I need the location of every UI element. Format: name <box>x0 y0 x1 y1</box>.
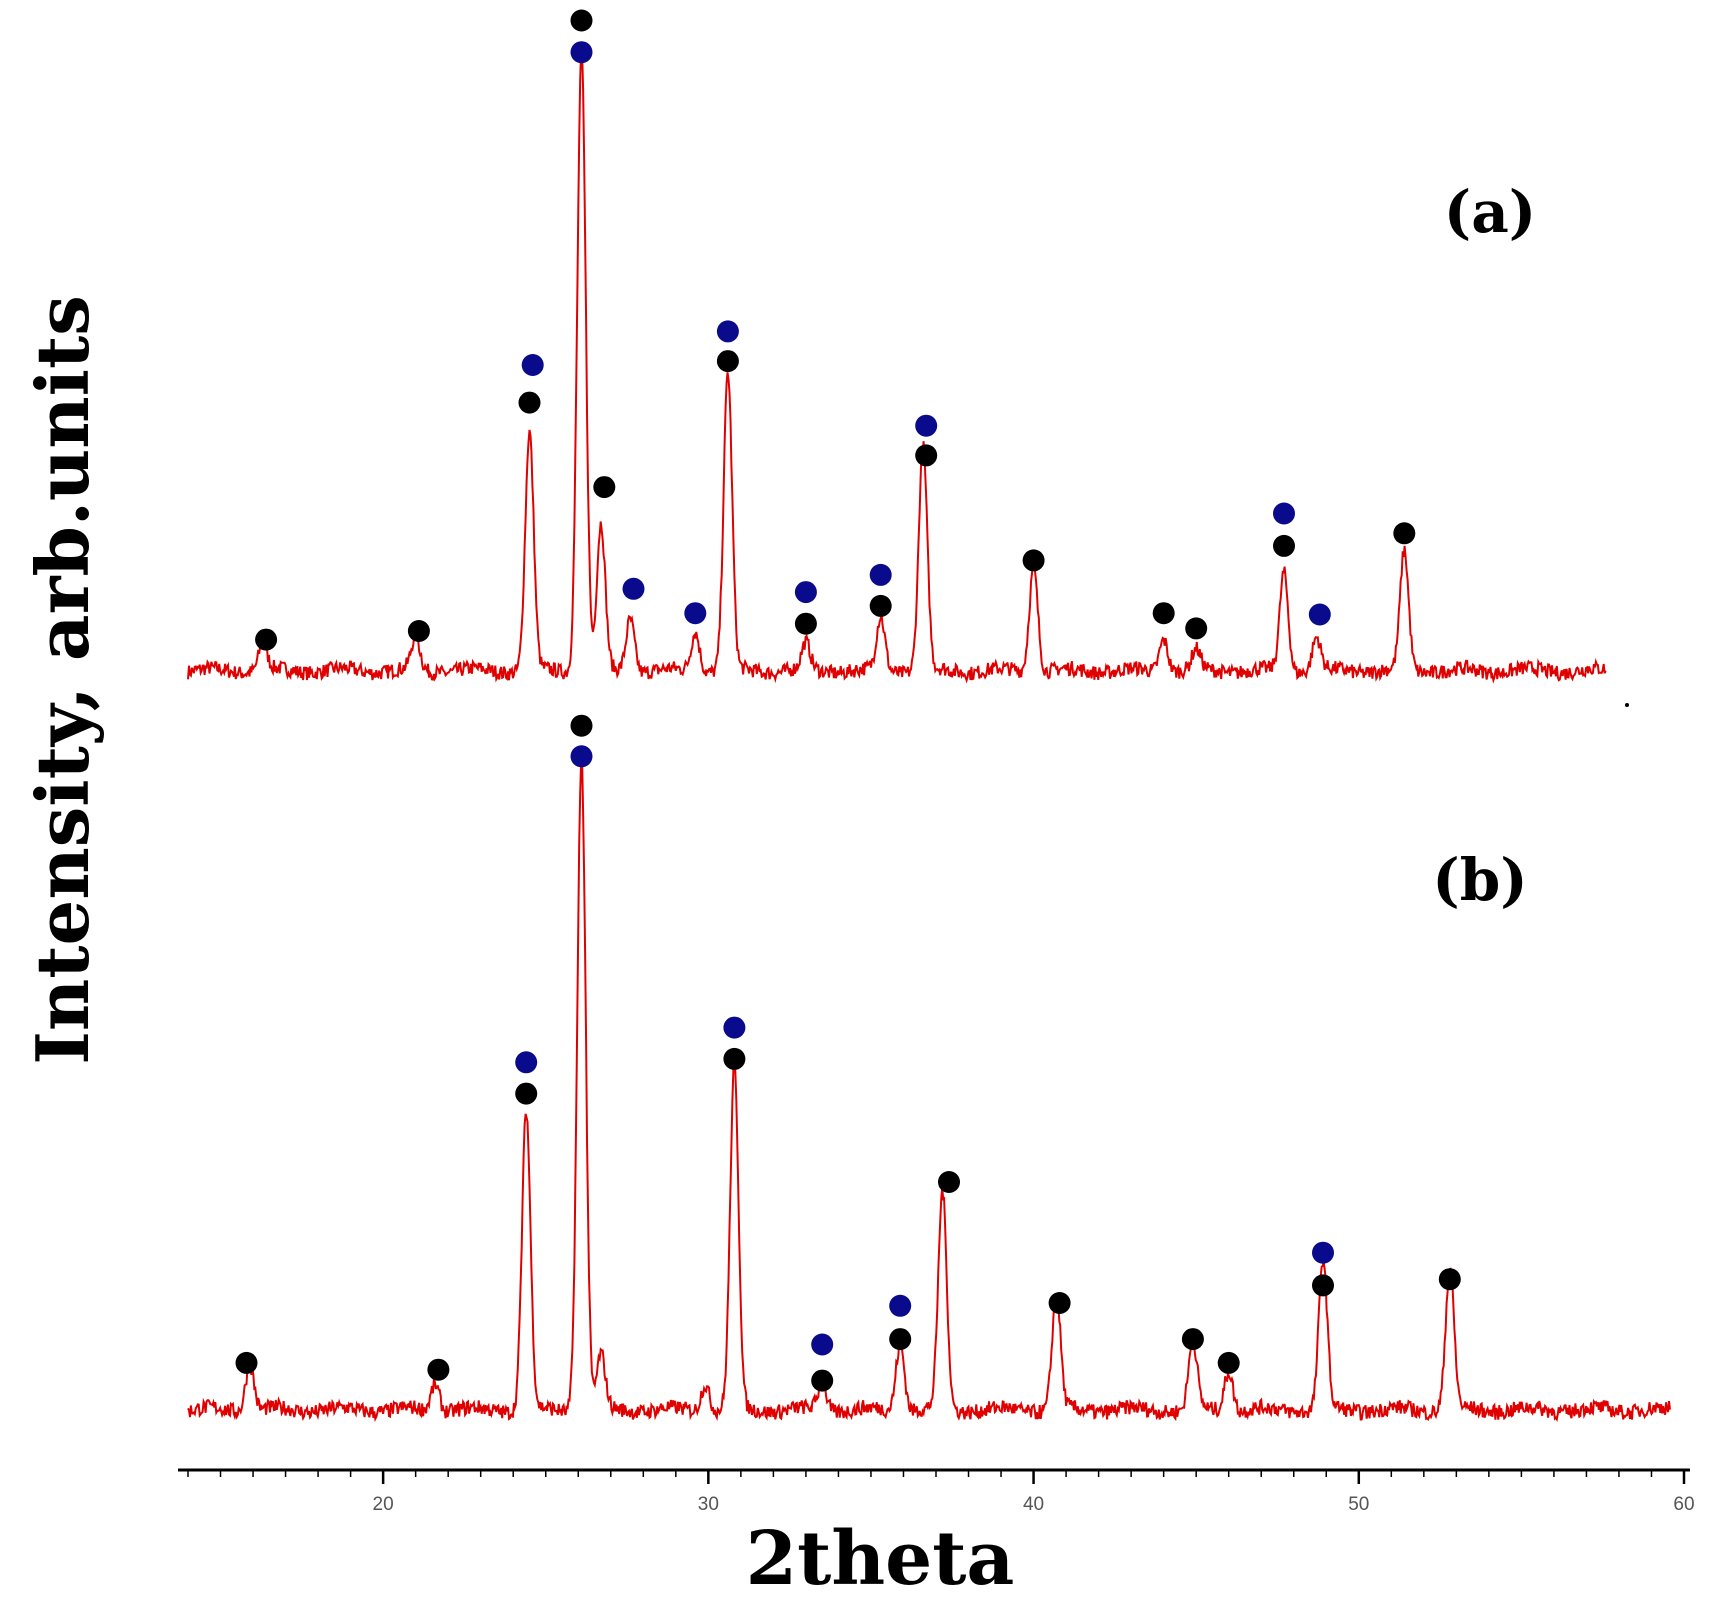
x-tick-label: 40 <box>1023 1494 1044 1515</box>
phase-marker-blue <box>684 602 707 625</box>
plot-area: 20 30 40 50 60 <box>178 9 1695 1515</box>
panel-label-a: (a) <box>1444 178 1536 246</box>
phase-marker-black <box>1273 534 1295 557</box>
phase-marker-black <box>1438 1268 1461 1291</box>
phase-marker-black <box>869 594 892 617</box>
phase-marker-blue <box>1273 502 1295 525</box>
phase-marker-blue <box>716 320 739 343</box>
phase-marker-blue <box>915 414 938 437</box>
phase-marker-black <box>515 1082 538 1105</box>
phase-marker-black <box>427 1358 450 1381</box>
phase-marker-black <box>1217 1351 1240 1374</box>
series-line-b <box>187 759 1671 1423</box>
phase-marker-black <box>889 1328 912 1351</box>
phase-marker-black <box>1312 1274 1334 1297</box>
y-axis-label: Intensity, arb.units <box>20 295 105 1065</box>
phase-marker-blue <box>570 41 593 64</box>
x-axis-label: 2theta <box>746 1516 1015 1602</box>
phase-marker-blue <box>889 1294 912 1317</box>
phase-marker-black <box>255 628 278 651</box>
phase-marker-black <box>794 612 817 635</box>
phase-marker-black <box>593 476 616 499</box>
end-dot <box>1625 703 1629 707</box>
x-tick-label: 50 <box>1348 1494 1369 1515</box>
phase-marker-black <box>1022 549 1045 572</box>
phase-marker-black <box>716 350 739 373</box>
phase-marker-blue <box>570 745 593 768</box>
phase-marker-black <box>235 1351 258 1374</box>
phase-marker-black <box>723 1047 746 1070</box>
panel-label-b: (b) <box>1432 846 1527 914</box>
phase-marker-blue <box>1308 603 1331 626</box>
x-tick-label: 30 <box>698 1494 719 1515</box>
phase-marker-blue <box>794 581 817 604</box>
phase-marker-black <box>811 1369 834 1392</box>
phase-marker-blue <box>622 577 645 600</box>
phase-marker-blue <box>1312 1241 1334 1264</box>
phase-marker-black <box>570 714 593 737</box>
phase-marker-black <box>915 444 938 467</box>
x-tick-label: 20 <box>373 1494 394 1515</box>
x-tick-label: 60 <box>1673 1494 1694 1515</box>
series-line-a <box>187 47 1607 684</box>
phase-marker-blue <box>521 354 544 376</box>
phase-marker-black <box>570 9 593 32</box>
phase-marker-black <box>1393 522 1416 545</box>
phase-marker-black <box>518 391 541 414</box>
phase-marker-black <box>1181 1328 1204 1351</box>
phase-marker-black <box>938 1171 960 1193</box>
phase-marker-black <box>1048 1292 1071 1314</box>
phase-marker-black <box>1185 617 1208 640</box>
phase-marker-blue <box>723 1016 746 1039</box>
phase-marker-blue <box>515 1051 538 1074</box>
phase-marker-black <box>1152 602 1175 625</box>
phase-marker-blue <box>811 1333 834 1356</box>
phase-marker-blue <box>869 563 892 586</box>
phase-marker-black <box>407 620 430 642</box>
